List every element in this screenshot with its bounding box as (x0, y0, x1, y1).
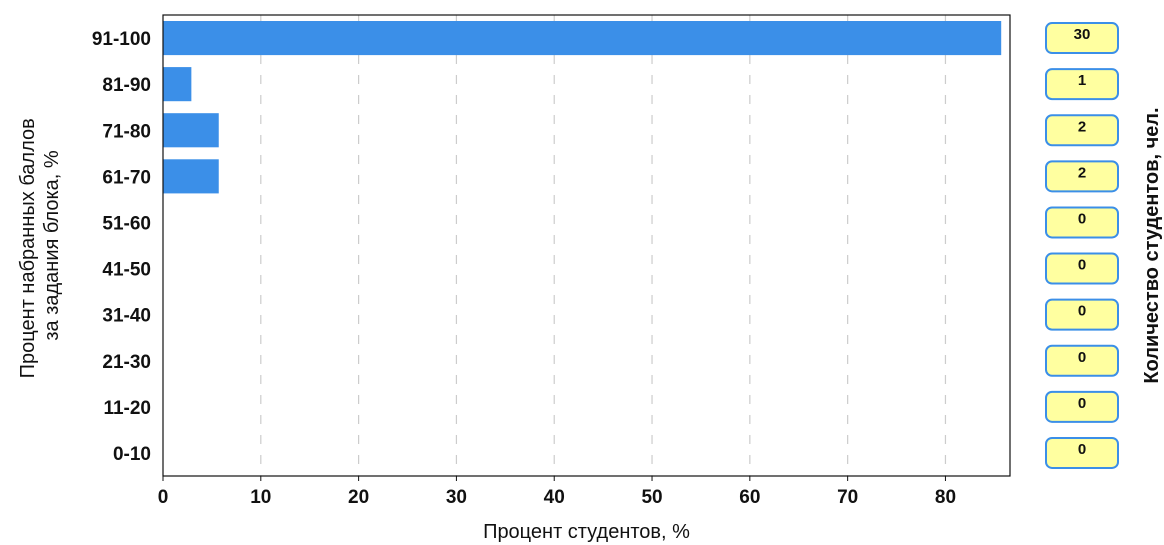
bar (163, 67, 192, 102)
count-badge (1045, 68, 1119, 101)
count-badge (1045, 206, 1119, 239)
bar (163, 113, 219, 148)
count-badge-label: 2 (1078, 118, 1086, 135)
y-tick-label: 61-70 (102, 167, 151, 188)
bar (163, 159, 219, 194)
y-tick-label: 41-50 (102, 260, 151, 281)
x-tick-labels: 0 10 20 30 40 50 60 70 80 (158, 476, 956, 508)
right-axis-title: Количество студентов, чел. (1141, 107, 1163, 383)
count-badge (1045, 436, 1119, 469)
x-tick-label: 80 (935, 487, 956, 508)
bar (163, 20, 1002, 56)
y-axis-title-line-2: за задания блока, % (41, 150, 63, 341)
x-tick-label: 50 (641, 487, 662, 508)
count-badge (1045, 252, 1119, 285)
y-tick-label: 31-40 (102, 306, 151, 327)
y-tick-label: 51-60 (102, 213, 151, 234)
x-tick-label: 30 (446, 487, 467, 508)
count-badge (1045, 390, 1119, 423)
y-tick-label: 21-30 (102, 352, 151, 373)
x-tick-label: 40 (544, 487, 565, 508)
bars (163, 20, 1002, 194)
x-tick-label: 20 (348, 487, 369, 508)
count-badge (1045, 114, 1119, 147)
y-tick-label: 91-100 (92, 29, 151, 50)
y-axis-title: Процент набранных баллов за задания блок… (17, 113, 63, 379)
y-tick-labels: 91-100 81-90 71-80 61-70 51-60 41-50 31-40 21-3… (92, 29, 151, 465)
y-tick-label: 11-20 (103, 398, 151, 419)
x-tick-label: 0 (158, 487, 169, 508)
count-badge-label: 0 (1078, 441, 1086, 458)
count-badge-label: 0 (1078, 349, 1086, 366)
y-axis-title-line-1: Процент набранных баллов (17, 118, 39, 378)
plot-frame (162, 14, 1011, 477)
x-axis-title: Процент студентов, % (483, 521, 690, 543)
y-tick-label: 71-80 (102, 121, 151, 142)
y-tick-label: 81-90 (102, 75, 151, 96)
count-badge-label: 0 (1078, 210, 1086, 227)
count-badge-label: 1 (1078, 72, 1086, 89)
grid-lines (260, 15, 947, 476)
count-badge-label: 2 (1078, 164, 1086, 181)
count-badge (1045, 298, 1119, 331)
count-badge-label: 0 (1078, 257, 1086, 274)
y-tick-label: 0-10 (113, 444, 151, 465)
x-tick-label: 60 (739, 487, 760, 508)
count-badge (1045, 344, 1119, 377)
count-badge (1045, 22, 1119, 55)
count-badge (1045, 160, 1119, 193)
count-badge-label: 0 (1078, 303, 1086, 320)
count-badge-label: 0 (1078, 395, 1086, 412)
x-tick-label: 70 (837, 487, 858, 508)
count-badge-label: 30 (1074, 26, 1091, 43)
x-tick-label: 10 (250, 487, 271, 508)
count-badges: 30 1 2 2 0 0 0 0 0 0 (1045, 22, 1119, 469)
